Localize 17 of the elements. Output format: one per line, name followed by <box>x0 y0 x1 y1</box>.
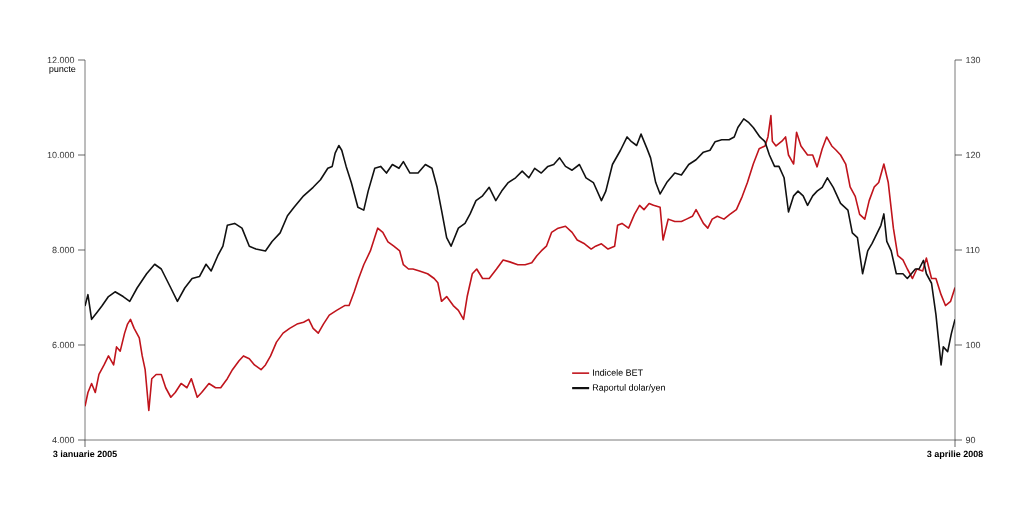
y2-tick-label: 100 <box>966 341 981 349</box>
x-tick-label: 3 ianuarie 2005 <box>53 450 117 458</box>
line-series <box>85 118 956 366</box>
y-tick-label: 10.000 <box>47 151 75 159</box>
y-tick-label: 4.000 <box>52 436 75 444</box>
y2-tick-label: 110 <box>966 246 980 254</box>
y-tick-label: 6.000 <box>52 341 75 349</box>
y2-tick-label: 120 <box>966 151 981 159</box>
y-tick-label: 12.000 <box>47 56 75 64</box>
y-axis-title: puncte <box>49 66 76 74</box>
x-tick-label: 3 aprilie 2008 <box>927 450 983 459</box>
y2-tick-label: 130 <box>966 56 981 64</box>
line-series <box>85 114 956 412</box>
legend-label: Raportul dolar/yen <box>592 384 665 393</box>
legend-label: Indicele BET <box>593 369 643 376</box>
y-tick-label: 8.000 <box>52 246 75 254</box>
y2-tick-label: 90 <box>965 436 976 444</box>
